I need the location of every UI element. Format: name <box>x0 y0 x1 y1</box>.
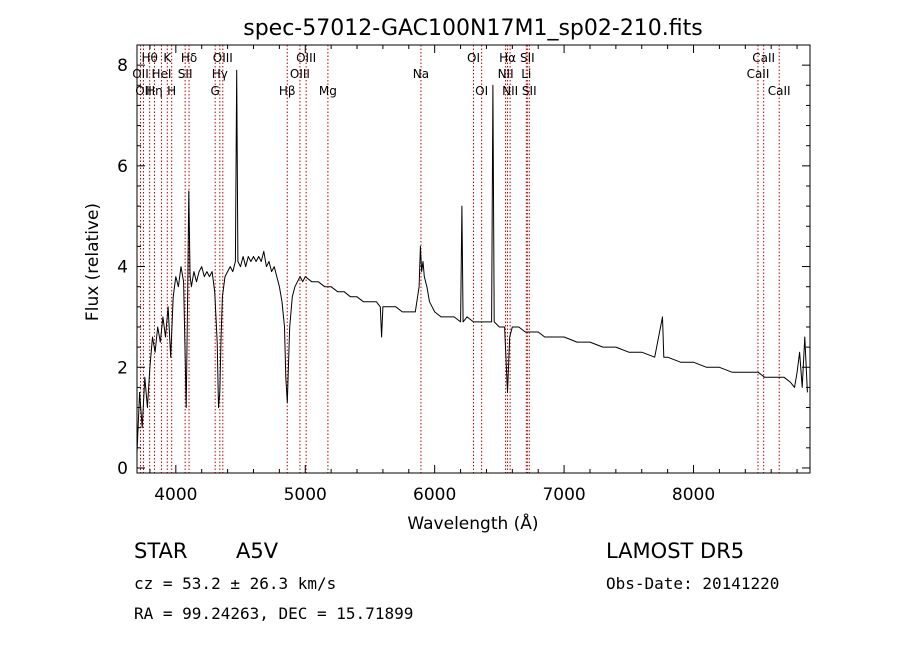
x-axis-label: Wavelength (Å) <box>407 512 538 534</box>
line-label-8: Hδ <box>181 51 197 65</box>
x-tick-label-5000: 5000 <box>284 485 327 505</box>
line-label-22: Li <box>521 67 531 81</box>
x-tick-label-6000: 6000 <box>413 485 456 505</box>
line-label-12: Hβ <box>279 84 296 98</box>
line-label-27: CaII <box>768 84 791 98</box>
line-label-24: SII <box>522 84 537 98</box>
chart-title: spec-57012-GAC100N17M1_sp02-210.fits <box>243 16 703 41</box>
y-axis-label: Flux (relative) <box>83 203 103 321</box>
x-tick-label-8000: 8000 <box>672 485 715 505</box>
line-label-23: SII <box>520 51 535 65</box>
line-label-19: NII <box>498 67 514 81</box>
line-label-1: OII <box>135 84 152 98</box>
emission-line-labels: OIIOIIHθHηHeIKHSIIHδGHγOIIIHβOIIIOIIIMgN… <box>132 51 790 98</box>
y-tick-label-4: 4 <box>117 258 128 278</box>
line-label-2: Hθ <box>141 51 157 65</box>
line-label-10: Hγ <box>212 67 228 81</box>
spectrum-trace <box>136 69 808 453</box>
y-axis: 0 2 4 6 8 <box>117 56 810 479</box>
line-label-11: OIII <box>213 51 233 65</box>
observation-date: Obs-Date: 20141220 <box>606 574 780 593</box>
coordinates: RA = 99.24263, DEC = 15.71899 <box>134 604 414 623</box>
line-label-9: G <box>211 84 220 98</box>
line-label-14: OIII <box>296 51 316 65</box>
x-tick-label-7000: 7000 <box>542 485 585 505</box>
spectral-subclass: A5V <box>236 539 279 563</box>
line-label-16: Na <box>413 67 429 81</box>
plot-frame <box>136 44 811 474</box>
x-axis: 4000 5000 6000 7000 8000 <box>149 45 798 505</box>
y-tick-label-0: 0 <box>117 459 128 479</box>
line-label-3: Hη <box>146 84 163 98</box>
emission-line-markers <box>139 45 780 473</box>
y-tick-label-2: 2 <box>117 358 128 378</box>
line-label-7: SII <box>178 67 193 81</box>
y-tick-label-8: 8 <box>117 56 128 76</box>
x-tick-label-4000: 4000 <box>154 485 197 505</box>
redshift-value: cz = 53.2 ± 26.3 km/s <box>134 574 337 593</box>
survey-name: LAMOST DR5 <box>606 539 745 563</box>
line-label-6: H <box>167 84 176 98</box>
line-label-0: OII <box>132 67 149 81</box>
line-label-15: Mg <box>319 84 337 98</box>
object-type: STAR <box>134 539 188 563</box>
y-tick-label-6: 6 <box>117 157 128 177</box>
line-label-17: OI <box>467 51 480 65</box>
line-label-21: NII <box>502 84 518 98</box>
spectrum-series-0 <box>136 69 808 453</box>
line-label-18: OI <box>475 84 488 98</box>
line-label-4: HeI <box>151 67 171 81</box>
line-label-5: K <box>163 51 172 65</box>
line-label-20: Hα <box>499 51 516 65</box>
line-label-13: OIII <box>290 67 310 81</box>
line-label-25: CaII <box>747 67 770 81</box>
line-label-26: CaII <box>752 51 775 65</box>
